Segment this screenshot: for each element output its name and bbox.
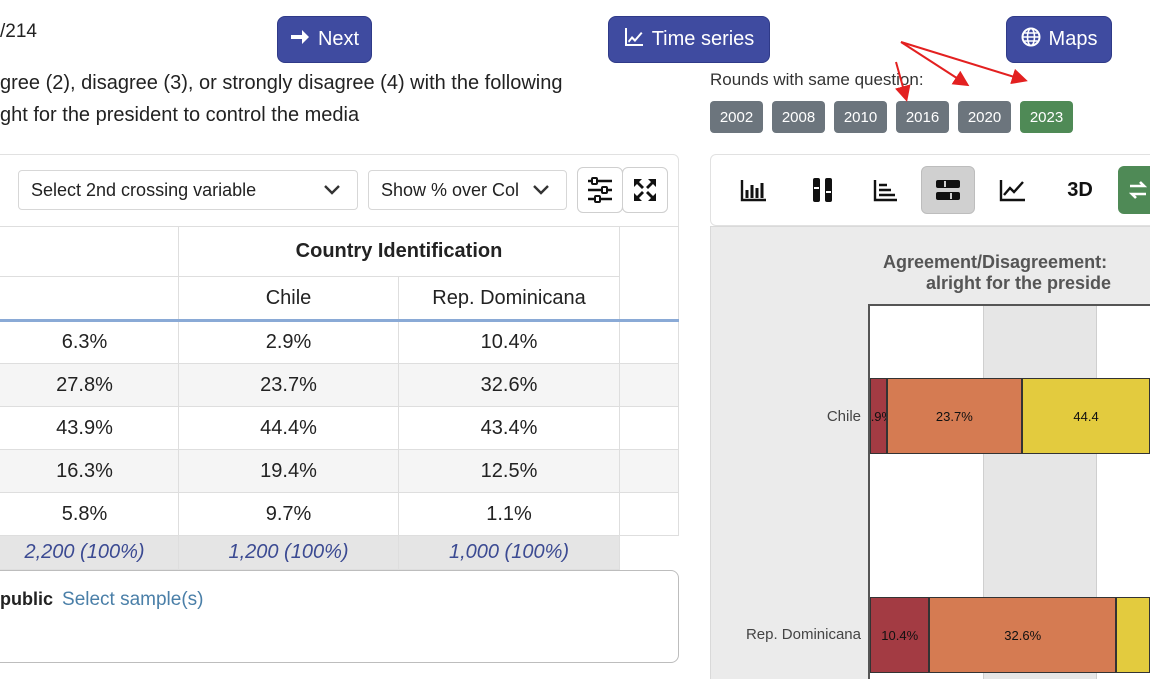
line-chart-icon: [999, 180, 1025, 202]
crossing-variable-select[interactable]: Select 2nd crossing variable: [18, 170, 358, 210]
table-cell: 43.4%: [398, 406, 620, 450]
gridline: [983, 306, 984, 679]
bar-segment: 23.7%: [886, 378, 1023, 454]
column-chart-icon: [740, 180, 766, 202]
table-cell-empty: [619, 449, 679, 493]
table-cell: 2.9%: [178, 320, 399, 364]
percent-select-value: Show % over Col: [381, 179, 520, 200]
maps-button-label: Maps: [1048, 28, 1098, 50]
expand-icon: [634, 179, 656, 201]
table-cell: 43.9%: [0, 406, 179, 450]
round-badge-2016[interactable]: 2016: [896, 101, 949, 133]
stacked-column-button[interactable]: [796, 166, 850, 214]
bar-segment: [1115, 597, 1150, 673]
header-spacer: [619, 226, 679, 321]
next-button-label: Next: [317, 28, 360, 50]
bar-segment: 2.9%: [870, 378, 887, 454]
percent-select[interactable]: Show % over Col: [368, 170, 567, 210]
chart-title-line2: alright for the preside: [926, 273, 1112, 293]
table-cell: 1.1%: [398, 492, 620, 536]
swap-axes-button[interactable]: [1118, 166, 1150, 214]
fullscreen-button[interactable]: [622, 167, 668, 213]
table-cell: 5.8%: [0, 492, 179, 536]
arrow-right-icon: [290, 27, 310, 53]
bar-chart-icon: [873, 180, 897, 202]
chevron-down-icon: [533, 185, 549, 195]
settings-sliders-button[interactable]: [577, 167, 623, 213]
column-header-chile: Chile: [178, 276, 399, 321]
maps-button[interactable]: Maps: [1006, 16, 1112, 63]
swap-icon: [1128, 181, 1148, 199]
stacked-column-icon: [813, 178, 832, 202]
table-cell: 44.4%: [178, 406, 399, 450]
table-cell: 9.7%: [178, 492, 399, 536]
line-chart-icon: [624, 27, 644, 53]
question-text-line2: ght for the president to control the med…: [0, 104, 360, 126]
question-counter: /214: [0, 21, 37, 42]
table-cell-empty: [619, 363, 679, 407]
category-label-rep-dominicana: Rep. Dominicana: [745, 626, 861, 643]
time-series-button[interactable]: Time series: [608, 16, 770, 63]
table-cell: 19.4%: [178, 449, 399, 493]
annotation-arrows: [895, 41, 1028, 102]
stacked-bar-button[interactable]: [921, 166, 975, 214]
chevron-down-icon: [324, 185, 340, 195]
table-cell: 32.6%: [398, 363, 620, 407]
country-identification-header: Country Identification: [178, 226, 620, 277]
next-button[interactable]: Next: [277, 16, 372, 63]
bar-segment: 10.4%: [870, 597, 930, 673]
round-badge-2010[interactable]: 2010: [834, 101, 887, 133]
sample-panel: [0, 570, 679, 663]
globe-icon: [1021, 27, 1041, 53]
round-badge-2002[interactable]: 2002: [710, 101, 763, 133]
table-cell-empty: [619, 406, 679, 450]
round-badge-2008[interactable]: 2008: [772, 101, 825, 133]
question-text-line1: gree (2), disagree (3), or strongly disa…: [0, 72, 563, 94]
bar-segment: 44.4: [1022, 378, 1150, 454]
sample-label: public Select sample(s): [0, 589, 204, 611]
table-cell: 10.4%: [398, 320, 620, 364]
table-cell-empty: [619, 535, 679, 570]
gridline: [1096, 306, 1097, 679]
select-samples-link[interactable]: Select sample(s): [62, 589, 204, 610]
stacked-bar-icon: [936, 180, 960, 200]
chart-title-line1: Agreement/Disagreement:: [883, 252, 1108, 272]
category-label-chile: Chile: [826, 408, 861, 425]
total-cell: 1,000 (100%): [398, 535, 620, 570]
column-header-total: [0, 276, 179, 321]
rounds-label: Rounds with same question:: [710, 70, 924, 89]
crossing-variable-select-value: Select 2nd crossing variable: [31, 179, 257, 200]
time-series-button-label: Time series: [651, 28, 755, 50]
bar-segment: 32.6%: [929, 597, 1116, 673]
round-badge-2020[interactable]: 2020: [958, 101, 1011, 133]
bar-chart-button[interactable]: [859, 166, 913, 214]
sliders-icon: [588, 177, 612, 203]
three-d-button[interactable]: 3D: [1067, 178, 1093, 201]
column-header-rep-dominicana: Rep. Dominicana: [398, 276, 620, 321]
round-badge-2023[interactable]: 2023: [1020, 101, 1073, 133]
table-cell-empty: [619, 320, 679, 364]
table-cell: 12.5%: [398, 449, 620, 493]
table-cell: 6.3%: [0, 320, 179, 364]
sample-country-label: public: [0, 589, 53, 609]
corner-header: [0, 226, 179, 277]
table-cell: 16.3%: [0, 449, 179, 493]
line-chart-button[interactable]: [986, 166, 1040, 214]
column-chart-button[interactable]: [727, 166, 781, 214]
table-cell: 27.8%: [0, 363, 179, 407]
total-cell: 2,200 (100%): [0, 535, 179, 570]
table-cell-empty: [619, 492, 679, 536]
total-cell: 1,200 (100%): [178, 535, 399, 570]
crosstab-table: Country Identification Chile Rep. Domini…: [0, 226, 679, 570]
table-cell: 23.7%: [178, 363, 399, 407]
